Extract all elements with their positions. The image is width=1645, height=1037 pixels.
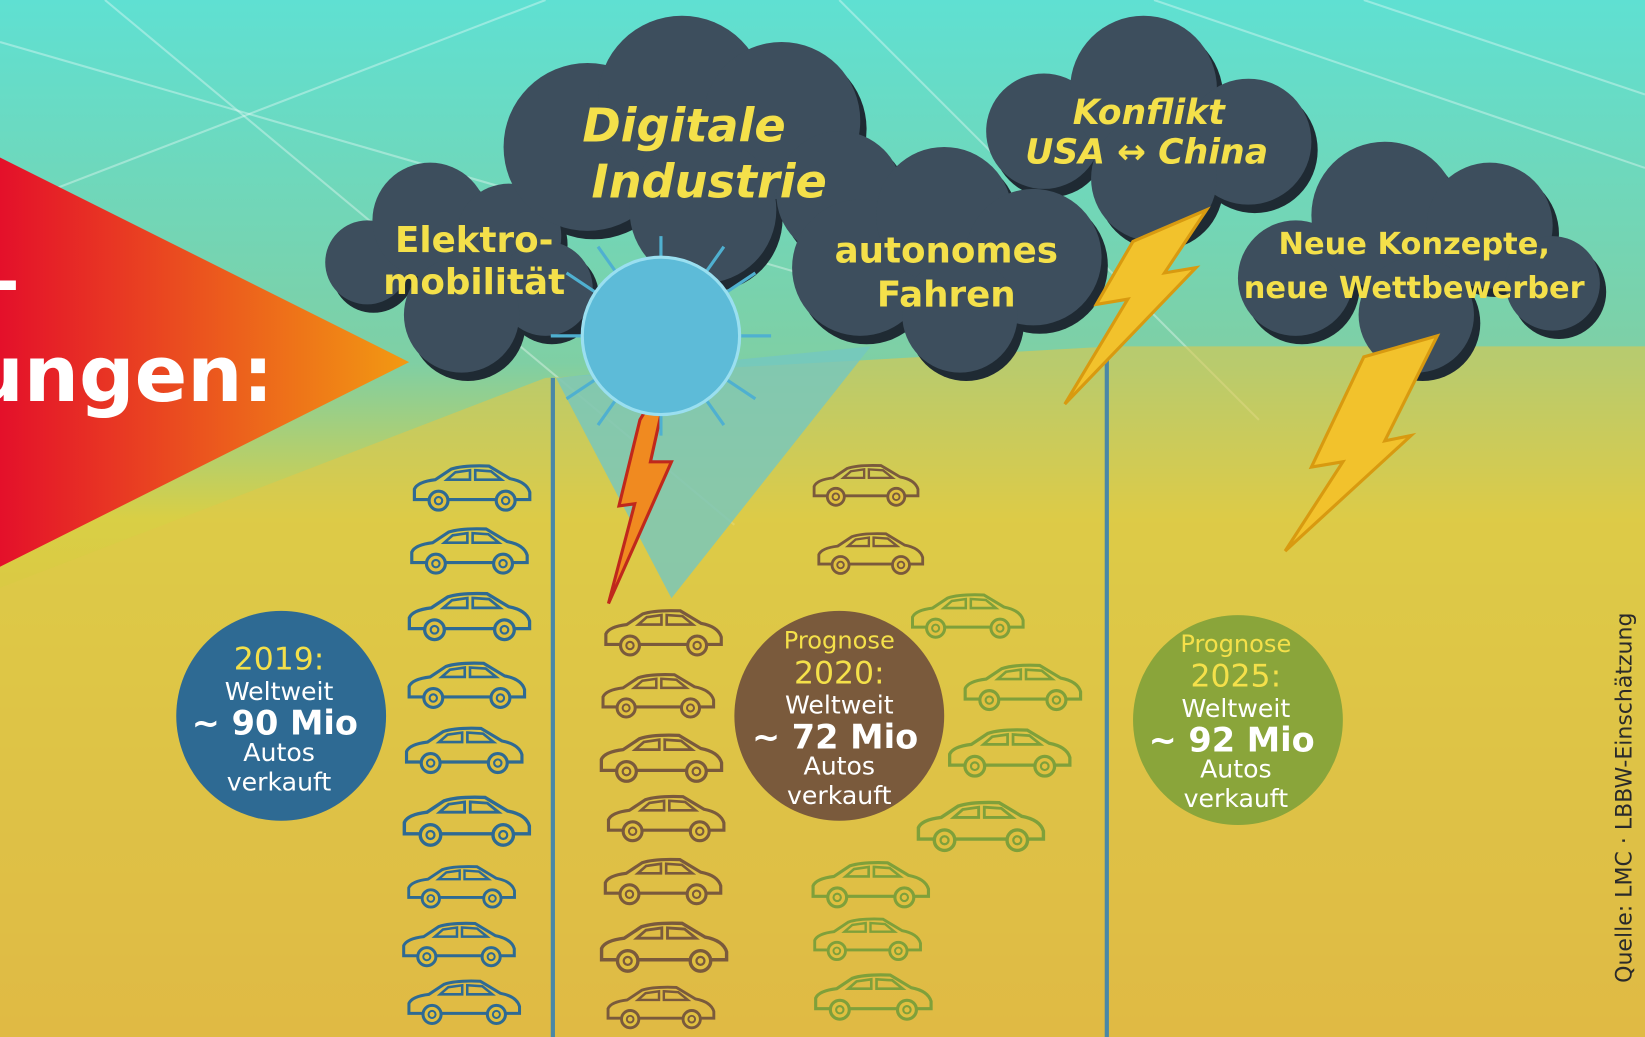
- cloud-label: Fahren: [877, 274, 1016, 315]
- circle-text: Weltweit: [1182, 694, 1291, 723]
- circle-year: 2019:: [234, 642, 325, 678]
- circle-text: Autos: [804, 752, 876, 781]
- circle-text: verkauft: [227, 767, 332, 796]
- circle-text: Autos: [243, 738, 315, 767]
- circle-text: ~ 72 Mio: [752, 717, 918, 756]
- cloud-label: Digitale: [582, 99, 785, 153]
- circle-text: Weltweit: [225, 677, 334, 706]
- cloud-label: Neue Konzepte,: [1279, 227, 1550, 262]
- circle-year: Prognose: [784, 627, 895, 655]
- circle-text: ~ 90 Mio: [192, 704, 358, 743]
- cloud-label: Industrie: [592, 154, 827, 208]
- cloud-label: neue Wettbewerber: [1244, 271, 1585, 306]
- circle-year: 2025:: [1191, 658, 1282, 694]
- circle-text: Weltweit: [785, 691, 894, 720]
- cloud-label: USA ↔ China: [1025, 133, 1268, 173]
- circle-year: Prognose: [1180, 630, 1291, 658]
- source: Quelle: LMC · LBBW-Einschätzung: [1612, 613, 1637, 983]
- infographic: - ungen: Elektro- mobilität Digitale Ind…: [0, 0, 1645, 1037]
- title-line: -: [0, 242, 19, 320]
- cloud-label: mobilität: [383, 262, 565, 303]
- circle-text: Autos: [1200, 755, 1272, 784]
- page: - ungen: Elektro- mobilität Digitale Ind…: [0, 0, 1645, 1037]
- circle-year: 2020:: [794, 655, 885, 691]
- circle-text: verkauft: [787, 781, 892, 810]
- circle-text: ~ 92 Mio: [1149, 721, 1315, 760]
- cloud-label: autonomes: [835, 230, 1058, 271]
- circle-text: verkauft: [1184, 784, 1289, 813]
- title-line: ungen:: [0, 330, 274, 420]
- cloud-label: Konflikt: [1073, 93, 1226, 133]
- cloud-label: Elektro-: [395, 220, 553, 261]
